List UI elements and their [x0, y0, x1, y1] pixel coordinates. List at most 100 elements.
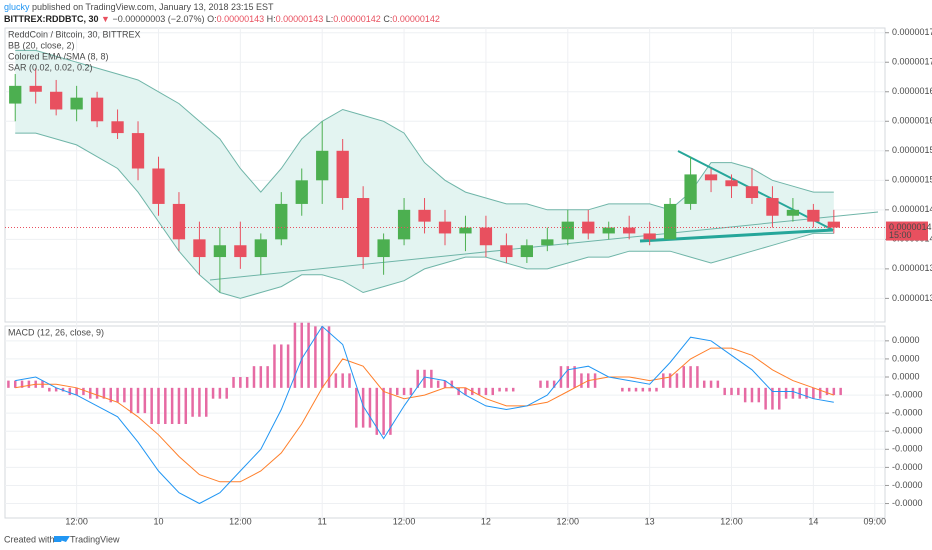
y-tick-label: -0.0000	[892, 444, 923, 454]
footer-brand[interactable]: TradingView	[70, 534, 120, 544]
candle-body	[275, 203, 288, 240]
candle-body	[561, 221, 574, 240]
x-tick-label: 12	[481, 516, 491, 526]
y-tick-label: 0.00000155	[892, 145, 932, 155]
candle-body	[357, 198, 370, 258]
candle-body	[479, 227, 493, 246]
symbol-bar: BITTREX:RDDBTC, 30 ▼ −0.00000003 (−2.07%…	[4, 14, 440, 24]
x-tick-label: 12:00	[65, 516, 88, 526]
symbol: BITTREX:RDDBTC, 30	[4, 14, 99, 24]
x-tick-label: 13	[645, 516, 655, 526]
candle-body	[131, 133, 145, 169]
candle-body	[704, 174, 718, 181]
x-tick-label: 11	[318, 516, 327, 526]
candle-body	[397, 209, 411, 240]
candle-body	[234, 245, 247, 258]
c-label: C:	[383, 14, 392, 24]
close: 0.00000142	[392, 14, 440, 24]
candle-body	[684, 174, 697, 204]
y-tick-label: 0.00000150	[892, 175, 932, 185]
indicator: Colored EMA /SMA (8, 8)	[8, 51, 109, 61]
footer-logo	[54, 536, 70, 542]
candle-body	[623, 227, 636, 234]
y-tick-label: -0.0000	[892, 462, 923, 472]
candle-body	[29, 85, 42, 92]
candle-body	[663, 203, 677, 240]
candle-body	[70, 97, 83, 110]
candle-body	[316, 150, 329, 181]
bb-lower	[15, 132, 834, 299]
y-tick-label: 0.00000175	[892, 27, 932, 37]
high: 0.00000143	[276, 14, 324, 24]
indicator: BB (20, close, 2)	[8, 40, 75, 50]
candle-body	[50, 91, 63, 110]
candle-body	[541, 239, 554, 246]
candle-body	[111, 121, 124, 134]
l-label: L:	[326, 14, 334, 24]
candle-body	[745, 186, 759, 199]
candle-body	[520, 245, 533, 258]
signal-line	[15, 347, 834, 483]
candle-body	[90, 97, 104, 122]
candle-body	[438, 221, 452, 234]
candle-body	[295, 180, 308, 204]
y-tick-label: -0.0000	[892, 480, 923, 490]
y-tick-label: -0.0000	[892, 426, 923, 436]
x-tick-label: 12:00	[393, 516, 416, 526]
arrow: ▼	[101, 14, 110, 24]
macd-pane	[4, 325, 886, 519]
published: published on TradingView.com, January 13…	[32, 2, 274, 12]
candle-body	[336, 150, 349, 199]
x-tick-label: 14	[808, 516, 818, 526]
candle-body	[254, 239, 267, 258]
header: glucky published on TradingView.com, Jan…	[4, 2, 274, 12]
y-tick-label: -0.0000	[892, 389, 923, 399]
candle-body	[643, 233, 656, 240]
x-tick-label: 12:00	[557, 516, 580, 526]
candle-body	[152, 168, 165, 204]
y-tick-label: -0.0000	[892, 498, 923, 508]
y-tick-label: 0.00000145	[892, 204, 932, 214]
candle-body	[582, 221, 595, 234]
price-pane	[4, 27, 886, 323]
plots: 0.000001300.000001350.000001400.00000145…	[5, 27, 932, 526]
x-tick-label: 09:00	[864, 516, 887, 526]
macd-title: MACD (12, 26, close, 9)	[8, 327, 104, 337]
x-tick-label: 10	[153, 516, 163, 526]
y-tick-label: 0.00000170	[892, 57, 932, 67]
macd-line	[15, 325, 834, 505]
candle-body	[602, 227, 615, 234]
candle-body	[766, 198, 779, 216]
y-tick-label: 0.0000	[892, 371, 920, 381]
candle-body	[193, 239, 206, 258]
countdown: 15:00	[889, 230, 912, 240]
o-label: O:	[207, 14, 217, 24]
user[interactable]: glucky	[4, 2, 30, 12]
x-tick-label: 12:00	[229, 516, 252, 526]
y-tick-label: -0.0000	[892, 408, 923, 418]
candle-body	[377, 239, 390, 258]
candle-body	[172, 203, 186, 240]
footer-text: Created with	[4, 534, 55, 544]
y-tick-label: 0.00000130	[892, 293, 932, 303]
h-label: H:	[267, 14, 276, 24]
y-tick-label: 0.00000165	[892, 86, 932, 96]
chart-title: ReddCoin / Bitcoin, 30, BITTREX	[8, 29, 141, 39]
candle-body	[807, 209, 820, 222]
candle-body	[418, 209, 431, 222]
y-tick-label: 0.00000135	[892, 263, 932, 273]
open: 0.00000143	[217, 14, 265, 24]
low: 0.00000142	[333, 14, 381, 24]
candle-body	[459, 227, 472, 234]
last-price-label: 0.00000142	[889, 222, 932, 232]
trendline	[209, 211, 879, 281]
y-tick-label: 0.0000	[892, 353, 920, 363]
candle-body	[725, 180, 738, 187]
y-tick-label: 0.00000160	[892, 116, 932, 126]
indicator: SAR (0.02, 0.02, 0.2)	[8, 62, 93, 72]
y-tick-label: 0.0000	[892, 335, 920, 345]
candle-body	[827, 221, 840, 228]
candle-body	[213, 245, 227, 258]
candle-body	[500, 245, 513, 258]
